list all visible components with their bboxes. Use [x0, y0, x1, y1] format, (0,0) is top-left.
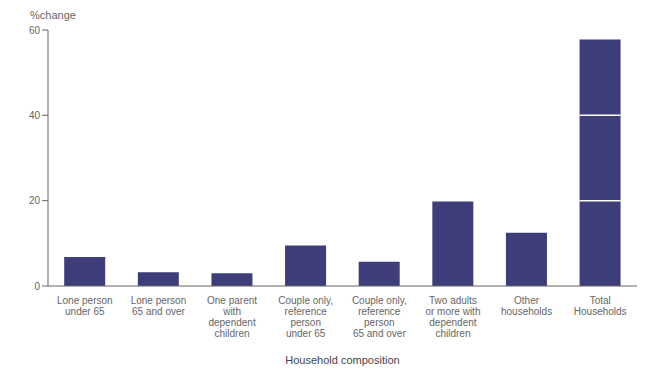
svg-text:0: 0 — [34, 281, 40, 292]
svg-text:Lone personunder 65: Lone personunder 65 — [57, 295, 113, 317]
svg-text:TotalHouseholds: TotalHouseholds — [574, 295, 627, 317]
svg-text:60: 60 — [29, 25, 41, 36]
svg-text:One parentwithdependentchildre: One parentwithdependentchildren — [207, 295, 257, 339]
html-text:%change: %change — [30, 9, 76, 21]
svg-text:Couple only,referenceperson65: Couple only,referenceperson65 and over — [352, 295, 407, 339]
svg-text:Two adultsor more withdependen: Two adultsor more withdependentchildren — [425, 295, 480, 339]
svg-text:Lone person65 and over: Lone person65 and over — [131, 295, 187, 317]
svg-text:40: 40 — [29, 110, 41, 121]
svg-text:Otherhouseholds: Otherhouseholds — [501, 295, 552, 317]
svg-text:20: 20 — [29, 195, 41, 206]
svg-text:Couple only,referencepersonund: Couple only,referencepersonunder 65 — [278, 295, 333, 339]
svg-text:Household composition: Household composition — [285, 354, 399, 366]
